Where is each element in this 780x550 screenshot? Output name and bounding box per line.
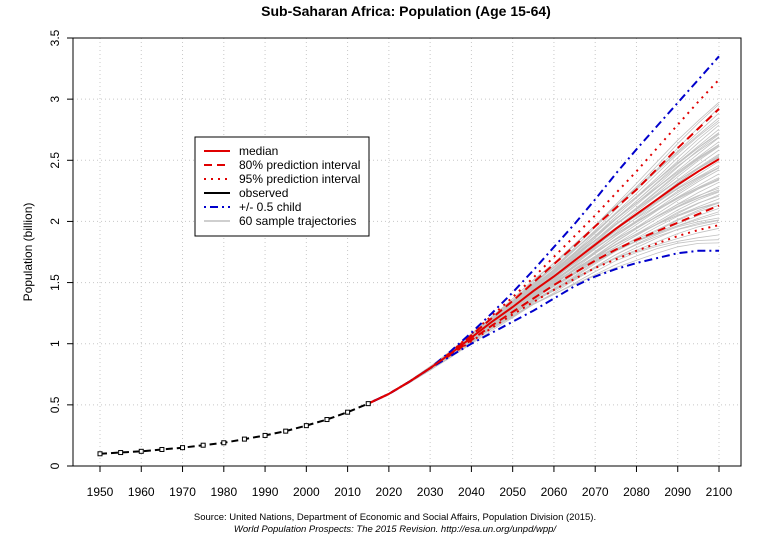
legend-label: observed	[239, 186, 288, 200]
sample-trajectory	[368, 220, 720, 404]
legend-label: 80% prediction interval	[239, 158, 360, 172]
legend-box	[194, 136, 370, 237]
chart-title: Sub-Saharan Africa: Population (Age 15-6…	[261, 3, 551, 19]
legend-label: median	[239, 144, 278, 158]
x-tick-label: 1960	[128, 485, 155, 499]
x-tick-label: 2100	[706, 485, 733, 499]
x-tick-label: 2030	[417, 485, 444, 499]
x-tick-label: 2040	[458, 485, 485, 499]
sample-trajectory	[368, 242, 720, 404]
observed-point	[241, 436, 247, 442]
sample-trajectory	[368, 191, 720, 404]
observed-series	[97, 401, 371, 457]
observed-point	[365, 401, 371, 407]
y-axis-label: Population (billion)	[21, 203, 35, 302]
x-tick-label: 2080	[623, 485, 650, 499]
x-tick-label: 2070	[582, 485, 609, 499]
x-tick-label: 2050	[499, 485, 526, 499]
observed-point	[283, 428, 289, 434]
sample-trajectory	[368, 227, 720, 404]
observed-point	[303, 423, 309, 429]
observed-point	[262, 432, 268, 438]
observed-point	[138, 448, 144, 454]
sample-trajectory	[368, 103, 720, 404]
sample-trajectory	[368, 149, 720, 404]
x-tick-label: 1970	[169, 485, 196, 499]
observed-point	[345, 409, 351, 415]
series-median	[367, 158, 720, 405]
sample-trajectory	[368, 133, 720, 404]
y-tick-label: 2.5	[48, 152, 62, 169]
sample-trajectory	[368, 117, 720, 404]
y-tick-label: 1	[48, 340, 62, 347]
observed-point	[221, 440, 227, 446]
sample-trajectory	[368, 190, 720, 404]
y-axis: 0 0.5 1 1.5 2 2.5 3 3.5	[48, 29, 73, 469]
observed-point	[159, 446, 165, 452]
sample-trajectory	[368, 124, 720, 404]
sample-trajectory	[368, 222, 720, 404]
plot-frame	[72, 37, 742, 467]
series-lines	[367, 55, 720, 405]
observed-point	[97, 451, 103, 457]
x-axis: 1950 1960 1970 1980 1990 2000 2010 2020 2030 2040…	[87, 466, 733, 499]
series-0-5-child	[367, 249, 719, 405]
sample-trajectory	[368, 132, 720, 404]
grid	[73, 37, 741, 467]
sample-trajectory	[368, 101, 720, 404]
y-tick-label: 1.5	[48, 274, 62, 291]
x-tick-label: 1990	[252, 485, 279, 499]
sample-trajectory	[368, 134, 720, 404]
legend-label: 60 sample trajectories	[239, 214, 356, 228]
y-tick-label: 3	[48, 95, 62, 102]
observed-point	[324, 417, 330, 423]
observed-line	[99, 402, 369, 455]
x-tick-label: 2060	[541, 485, 568, 499]
x-tick-label: 1950	[87, 485, 114, 499]
y-tick-label: 2	[48, 218, 62, 225]
legend-label: 95% prediction interval	[239, 172, 360, 186]
source-line-2: World Population Prospects: The 2015 Rev…	[234, 524, 557, 535]
sample-trajectories	[368, 101, 720, 404]
x-tick-label: 2090	[664, 485, 691, 499]
x-tick-label: 2010	[334, 485, 361, 499]
y-tick-label: 0.5	[48, 396, 62, 413]
y-tick-label: 3.5	[48, 29, 62, 46]
y-tick-label: 0	[48, 462, 62, 469]
observed-point	[180, 445, 186, 451]
observed-point	[200, 442, 206, 448]
series-95-upper	[367, 78, 720, 405]
observed-point	[118, 450, 124, 456]
series-95-lower	[367, 224, 720, 405]
sample-trajectory	[368, 239, 720, 404]
x-tick-label: 2000	[293, 485, 320, 499]
x-tick-label: 2020	[376, 485, 403, 499]
source-line-1: Source: United Nations, Department of Ec…	[194, 512, 596, 523]
legend-label: +/- 0.5 child	[239, 200, 301, 214]
x-tick-label: 1980	[210, 485, 237, 499]
